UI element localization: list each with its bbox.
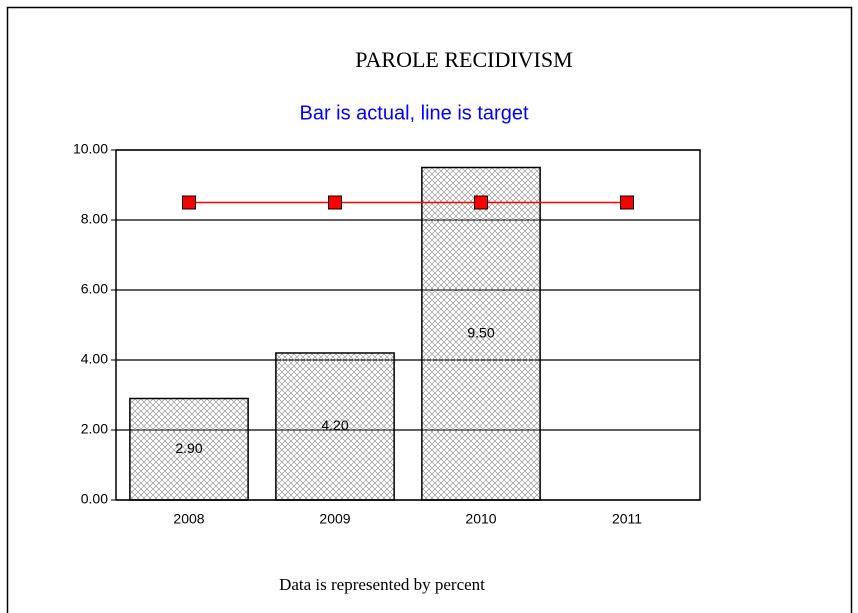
x-tick-label: 2010 — [465, 511, 496, 527]
y-tick-label: 10.00 — [73, 141, 108, 157]
y-tick-label: 0.00 — [81, 491, 108, 507]
chart-subtitle: Bar is actual, line is target — [300, 102, 529, 124]
data-label: 4.20 — [321, 417, 348, 433]
x-tick-label: 2008 — [173, 511, 204, 527]
chart-title: PAROLE RECIDIVISM — [355, 47, 572, 72]
target-marker — [474, 195, 488, 210]
y-tick-label: 8.00 — [81, 211, 108, 227]
footer: Data is represented by percent — [279, 575, 485, 594]
bar — [275, 352, 395, 501]
target-marker — [182, 195, 196, 210]
bar — [129, 397, 249, 501]
x-tick-label: 2011 — [612, 511, 642, 527]
y-tick-label: 2.00 — [81, 421, 108, 437]
target-marker — [328, 195, 342, 210]
frame — [6, 6, 853, 613]
data-label: 2.90 — [175, 440, 202, 456]
plot-border — [115, 149, 701, 501]
y-tick-label: 6.00 — [81, 281, 108, 297]
x-tick-label: 2009 — [319, 511, 350, 527]
data-label: 9.50 — [467, 324, 494, 340]
bar — [421, 166, 541, 501]
target-marker — [620, 195, 634, 210]
y-tick-label: 4.00 — [81, 351, 108, 367]
